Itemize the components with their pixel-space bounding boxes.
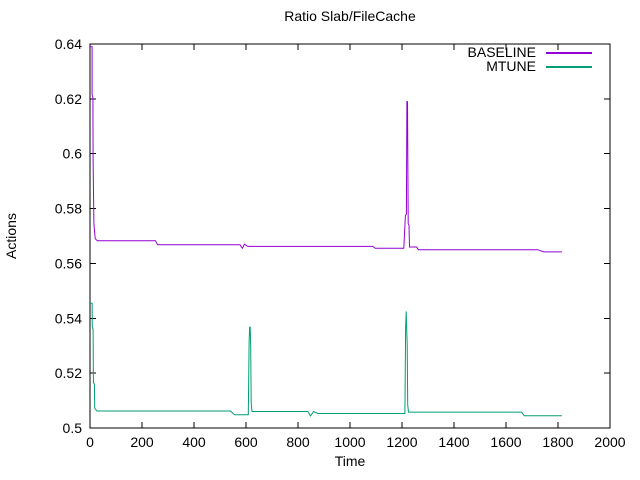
legend-label-mtune: MTUNE xyxy=(486,58,536,74)
svg-text:1400: 1400 xyxy=(438,434,469,450)
svg-text:800: 800 xyxy=(286,434,310,450)
svg-text:0.54: 0.54 xyxy=(55,310,82,326)
legend-item-mtune: MTUNE xyxy=(468,58,592,74)
svg-text:0.64: 0.64 xyxy=(55,36,82,52)
svg-text:1800: 1800 xyxy=(542,434,573,450)
svg-text:0: 0 xyxy=(86,434,94,450)
svg-text:1000: 1000 xyxy=(334,434,365,450)
y-axis-label: Actions xyxy=(3,213,19,259)
chart-title: Ratio Slab/FileCache xyxy=(284,8,416,24)
svg-text:600: 600 xyxy=(234,434,258,450)
svg-text:0.56: 0.56 xyxy=(55,255,82,271)
legend-item-baseline: BASELINE xyxy=(467,44,592,60)
svg-text:0.52: 0.52 xyxy=(55,365,82,381)
x-axis-label: Time xyxy=(334,453,366,469)
svg-text:200: 200 xyxy=(130,434,154,450)
svg-text:400: 400 xyxy=(182,434,206,450)
svg-text:1200: 1200 xyxy=(386,434,417,450)
svg-text:1600: 1600 xyxy=(490,434,521,450)
legend: BASELINE MTUNE xyxy=(467,44,592,74)
legend-line-sample-baseline xyxy=(546,51,592,54)
svg-text:0.6: 0.6 xyxy=(63,146,83,162)
svg-text:0.5: 0.5 xyxy=(63,420,83,436)
svg-text:0.62: 0.62 xyxy=(55,91,82,107)
legend-label-baseline: BASELINE xyxy=(467,44,536,60)
svg-text:0.58: 0.58 xyxy=(55,201,82,217)
legend-line-sample-mtune xyxy=(546,65,592,68)
svg-text:2000: 2000 xyxy=(594,434,625,450)
